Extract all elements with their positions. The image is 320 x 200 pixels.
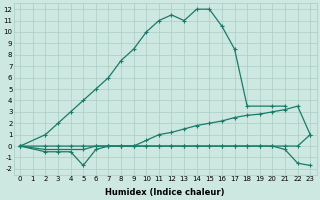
X-axis label: Humidex (Indice chaleur): Humidex (Indice chaleur) (106, 188, 225, 197)
